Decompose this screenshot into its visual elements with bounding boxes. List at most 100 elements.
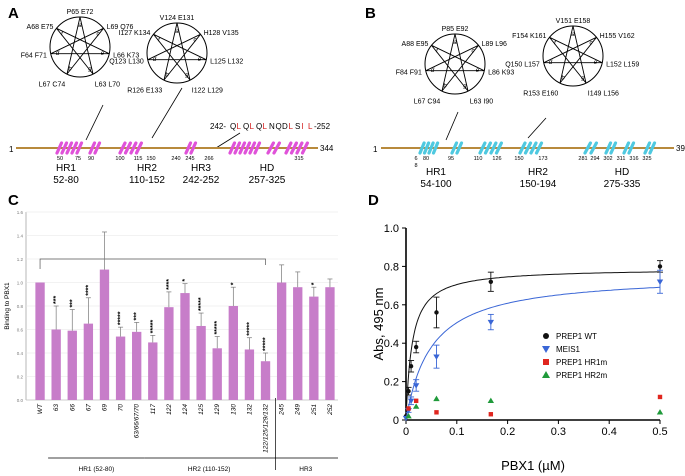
- panel-c-significance: ***: [134, 312, 141, 320]
- panel-c-category-label: 66: [69, 404, 76, 412]
- panel-b-wheel2-position-letter: b: [561, 76, 565, 82]
- panel-b-wheel2-position-letter: f: [554, 41, 557, 47]
- panel-a-label: A: [8, 5, 19, 22]
- panel-c-bar: [180, 293, 190, 400]
- panel-a-wheel1-position-letter: g: [88, 67, 92, 73]
- panel-b-tick-label: 80: [423, 156, 429, 162]
- panel-a-wheel2-residue-label: H128 V135: [204, 30, 239, 37]
- panel-a-wheel2-position-letter: d: [153, 57, 157, 63]
- panel-d-data-point: [433, 395, 440, 402]
- panel-b-tick-label: 311: [617, 156, 626, 162]
- panel-a-wheel2-position-letter: c: [193, 38, 196, 44]
- panel-b-wheel2-residue-label: H155 V162: [600, 33, 635, 40]
- panel-c-significance: *****: [150, 319, 157, 333]
- panel-c-ytick-label: 0.2: [17, 375, 24, 380]
- panel-c-bar: [99, 269, 110, 400]
- panel-a-arrow-hr1: [85, 104, 104, 141]
- panel-a-seq-residue: L: [237, 122, 242, 131]
- panel-a-helix: [284, 141, 309, 155]
- panel-b-tick-label: 325: [642, 156, 651, 162]
- panel-a-seq-residue: L: [263, 122, 268, 131]
- panel-a-wheel2-position-letter: e: [198, 57, 202, 63]
- panel-b-tick-label: 6: [414, 156, 417, 162]
- panel-b-wheel2-residue-label: V151 E158: [556, 18, 591, 25]
- panel-a-tick-label: 100: [115, 156, 124, 162]
- panel-a-wheel2-residue-label: I127 K134: [118, 30, 150, 37]
- panel-a-tick-label: 75: [75, 156, 81, 162]
- panel-c-bar: [115, 336, 126, 400]
- panel-c-bar: [325, 287, 335, 400]
- panel-c-bar: [67, 330, 77, 400]
- panel-d-ytick-label: 0.2: [384, 377, 399, 389]
- panel-d-data-point: [434, 410, 439, 415]
- panel-c-category-label: 63/66/67/70: [134, 404, 141, 439]
- panel-b-hr1-name: HR1: [426, 167, 446, 178]
- panel-c-comparison-bracket: [39, 258, 266, 269]
- panel-b-hr2-range: 150-194: [520, 179, 557, 190]
- panel-d-data-point: [434, 310, 439, 315]
- panel-b-wheel2-position-letter: d: [549, 60, 553, 66]
- panel-c-bar: [276, 282, 287, 400]
- panel-b-wheel2-position-letter: e: [594, 60, 598, 66]
- panel-c-ytick-label: 1.2: [17, 257, 24, 262]
- panel-a-wheel2-position-letter: a: [175, 29, 179, 35]
- panel-b-helix: [418, 141, 440, 155]
- panel-d-data-point: [405, 412, 412, 419]
- panel-a-tick-label: 266: [204, 156, 213, 162]
- panel-a-wheel1-residue-label: F64 F71: [21, 53, 47, 60]
- panel-c-bar: [51, 329, 61, 400]
- panel-b-helix: [622, 141, 636, 155]
- panel-a-seq-residue: Q: [276, 122, 282, 131]
- panel-a-helix: [184, 141, 198, 155]
- panel-a-hd-range: 257-325: [249, 175, 286, 186]
- panel-c-ytick-label: 0.6: [17, 328, 24, 333]
- panel-c-group-label: HR2 (110-152): [188, 466, 231, 473]
- panel-b-hr1-range: 54-100: [420, 179, 452, 190]
- panel-c-category-label: 67: [85, 404, 92, 412]
- panel-c-category-label: 63: [53, 404, 60, 412]
- panel-a-wheel1-residue-label: L67 C74: [39, 82, 66, 89]
- panel-a-wheel1-position-letter: b: [68, 67, 72, 73]
- panel-d-data-point: [408, 364, 414, 369]
- panel-c-bar: [164, 307, 174, 400]
- panel-d-label: D: [368, 192, 379, 209]
- panel-b-wheel1-residue-label: P85 E92: [442, 26, 469, 33]
- panel-b-helix: [604, 141, 618, 155]
- panel-b-wheel1-position-letter: f: [436, 49, 439, 55]
- panel-a-wheel1-position-letter: d: [56, 51, 60, 57]
- panel-b-helix: [643, 141, 657, 155]
- panel-b-wheel2-residue-label: L152 L159: [606, 62, 639, 69]
- panel-c-ytick-label: 1.0: [17, 281, 24, 286]
- panel-b-end: 390: [676, 144, 685, 153]
- panel-c-bar: [228, 306, 238, 400]
- panel-b-hr2-name: HR2: [528, 167, 548, 178]
- panel-b-wheel1-position-letter: d: [431, 68, 435, 74]
- panel-c-significance: *****: [214, 321, 221, 335]
- panel-b-tick-label: 294: [590, 156, 599, 162]
- panel-b-wheel1-position-letter: g: [463, 84, 467, 90]
- panel-a-wheel1-position-letter: f: [61, 32, 64, 38]
- panel-c-group-label: HR1 (52-80): [79, 466, 115, 473]
- panel-c-significance: ****: [85, 285, 92, 296]
- panel-b-wheel1-residue-label: L63 I90: [470, 99, 493, 106]
- panel-d-data-point: [487, 319, 495, 326]
- panel-b-tick-label: 95: [448, 156, 454, 162]
- panel-a-seq-residue: Q: [256, 122, 262, 131]
- panel-a-helix: [228, 141, 262, 155]
- panel-d-data-point: [657, 394, 663, 400]
- panel-c-bar: [83, 323, 94, 400]
- panel-a-hr3-range: 242-252: [183, 175, 220, 186]
- panel-d-ytick-label: 0.6: [384, 300, 399, 312]
- panel-d-data-point: [406, 389, 411, 394]
- panel-d-xtick-label: 0: [403, 426, 409, 438]
- panel-a-hr3-name: HR3: [191, 163, 211, 174]
- panel-b-start: 1: [373, 145, 378, 154]
- panel-b-helix: [518, 141, 544, 155]
- panel-b-helix: [478, 141, 503, 155]
- panel-c-significance: *: [230, 282, 237, 285]
- panel-d-data-point: [488, 412, 494, 417]
- panel-d-data-point: [413, 398, 419, 403]
- panel-d-xtick-label: 0.1: [449, 426, 464, 438]
- panel-c-bar: [35, 282, 45, 400]
